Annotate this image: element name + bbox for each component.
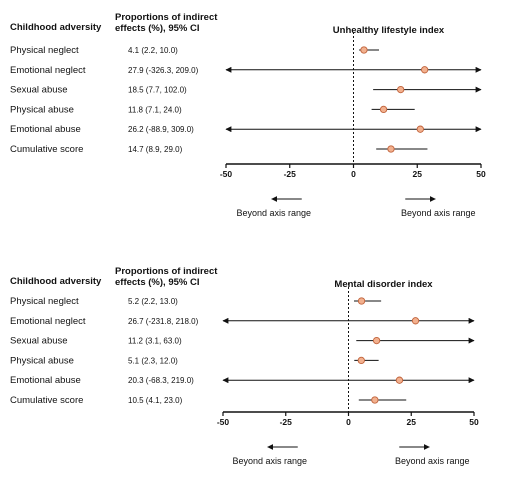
chart-title: Mental disorder index: [334, 279, 433, 290]
point-estimate-marker: [357, 297, 366, 305]
point-estimate-marker: [420, 66, 429, 74]
row-label: Emotional neglect: [10, 316, 86, 327]
x-tick-label: 25: [407, 417, 417, 427]
forest-panel-1: Childhood adversity Proportions of indire…: [10, 12, 486, 218]
row-label: Cumulative score: [10, 395, 83, 406]
row-value-text: 11.8 (7.1, 24.0): [128, 105, 182, 114]
x-tick-label: 50: [469, 417, 479, 427]
column-header-adversity: Childhood adversity: [10, 276, 102, 287]
row-value-text: 26.7 (-231.8, 218.0): [128, 317, 199, 326]
point-estimate-marker: [360, 46, 368, 54]
point-estimate-marker: [395, 376, 404, 384]
row-value-text: 5.2 (2.2, 13.0): [128, 297, 178, 306]
point-estimate-marker: [387, 145, 395, 153]
row-label: Physical neglect: [10, 296, 79, 307]
x-tick-label: -25: [284, 169, 297, 179]
column-header-effects-line1: Proportions of indirect: [115, 12, 218, 23]
row-label: Sexual abuse: [10, 336, 68, 347]
row-value-text: 26.2 (-88.9, 309.0): [128, 125, 194, 134]
row-value-text: 4.1 (2.2, 10.0): [128, 46, 178, 55]
row-value-text: 27.9 (-326.3, 209.0): [128, 66, 199, 75]
chart-title: Unhealthy lifestyle index: [333, 25, 445, 36]
row-label: Emotional neglect: [10, 65, 86, 76]
row-label: Cumulative score: [10, 144, 83, 155]
point-estimate-marker: [357, 356, 365, 365]
beyond-range-left-label: Beyond axis range: [232, 456, 307, 466]
row-label: Emotional abuse: [10, 124, 81, 135]
column-header-effects-line2: effects (%), 95% CI: [115, 277, 199, 288]
x-tick-label: -25: [280, 417, 293, 427]
column-header-adversity: Childhood adversity: [10, 22, 102, 33]
x-tick-label: 0: [346, 417, 351, 427]
x-tick-label: 0: [351, 169, 356, 179]
point-estimate-marker: [371, 396, 379, 404]
column-header-effects-line2: effects (%), 95% CI: [115, 23, 199, 34]
x-tick-label: -50: [217, 417, 230, 427]
beyond-range-right-label: Beyond axis range: [395, 456, 470, 466]
row-label: Physical abuse: [10, 104, 74, 115]
point-estimate-marker: [379, 105, 388, 114]
x-tick-label: -50: [220, 169, 233, 179]
row-label: Sexual abuse: [10, 85, 68, 96]
row-label: Physical neglect: [10, 45, 79, 56]
x-tick-label: 25: [413, 169, 423, 179]
row-label: Emotional abuse: [10, 375, 81, 386]
forest-panel-2: Childhood adversity Proportions of indire…: [10, 266, 479, 466]
row-value-text: 5.1 (2.3, 12.0): [128, 356, 178, 365]
beyond-range-left-label: Beyond axis range: [236, 208, 311, 218]
beyond-range-right-label: Beyond axis range: [401, 208, 476, 218]
point-estimate-marker: [411, 317, 420, 325]
row-value-text: 18.5 (7.7, 102.0): [128, 86, 187, 95]
row-value-text: 20.3 (-68.3, 219.0): [128, 376, 194, 385]
row-label: Physical abuse: [10, 355, 74, 366]
point-estimate-marker: [397, 85, 405, 94]
x-tick-label: 50: [476, 169, 486, 179]
point-estimate-marker: [416, 125, 424, 133]
row-value-text: 11.2 (3.1, 63.0): [128, 337, 182, 346]
point-estimate-marker: [372, 336, 381, 345]
column-header-effects-line1: Proportions of indirect: [115, 266, 218, 277]
row-value-text: 10.5 (4.1, 23.0): [128, 396, 183, 405]
row-value-text: 14.7 (8.9, 29.0): [128, 145, 183, 154]
